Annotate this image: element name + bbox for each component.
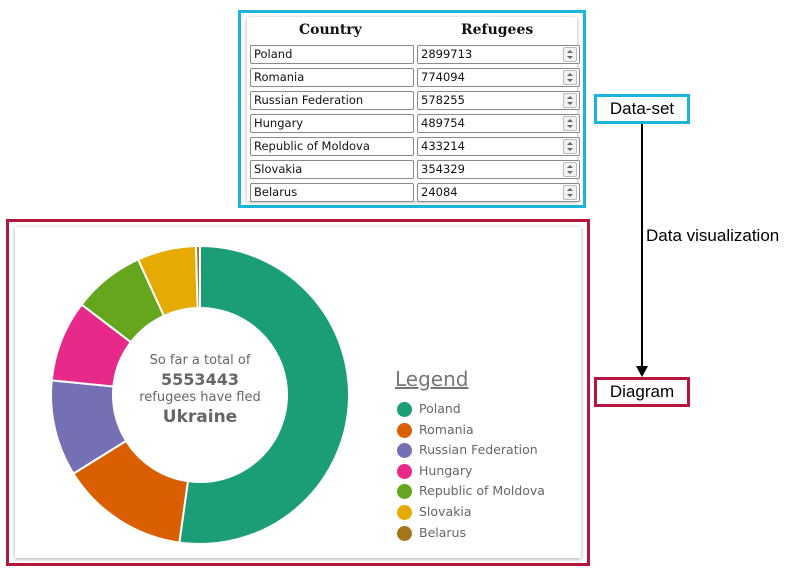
table-row: Poland 2899713	[247, 45, 580, 65]
legend-label: Russian Federation	[419, 442, 538, 458]
legend-items: Poland Romania Russian Federation Hungary Re…	[395, 399, 575, 543]
number-stepper-icon[interactable]	[563, 47, 577, 62]
center-text-line3: refugees have fled	[139, 390, 261, 405]
refugees-value: 2899713	[421, 47, 473, 61]
country-input[interactable]: Romania	[250, 68, 414, 87]
country-input[interactable]: Republic of Moldova	[250, 137, 414, 156]
number-stepper-icon[interactable]	[563, 116, 577, 131]
legend-item: Russian Federation	[395, 440, 575, 461]
legend-swatch-icon	[397, 463, 412, 479]
country-input[interactable]: Poland	[250, 45, 414, 64]
refugees-value: 24084	[421, 185, 458, 199]
refugees-value: 433214	[421, 139, 465, 153]
legend-swatch-icon	[397, 443, 412, 459]
diagram-callout-label: Diagram	[594, 377, 690, 407]
donut-center-text: So far a total of 5553443 refugees have …	[125, 353, 275, 429]
center-text-total: 5553443	[161, 370, 239, 389]
country-input[interactable]: Hungary	[250, 114, 414, 133]
donut-slice-poland	[178, 244, 350, 545]
refugees-value: 489754	[421, 116, 465, 130]
donut-chart: So far a total of 5553443 refugees have …	[15, 227, 581, 558]
legend-item: Poland	[395, 399, 575, 420]
donut-slice-belarus	[194, 244, 201, 310]
table-row: Russian Federation 578255	[247, 91, 580, 111]
legend-swatch-icon	[397, 402, 412, 417]
dataset-callout-label: Data-set	[594, 94, 690, 124]
refugees-number-input[interactable]: 2899713	[417, 45, 580, 64]
legend-label: Poland	[419, 401, 461, 416]
legend-swatch-icon	[397, 484, 412, 500]
donut-chart-svg	[50, 244, 350, 545]
legend-item: Republic of Moldova	[395, 481, 575, 502]
legend-swatch-icon	[397, 422, 412, 438]
legend-swatch-icon	[397, 525, 412, 541]
number-stepper-icon[interactable]	[563, 162, 577, 177]
refugees-number-input[interactable]: 24084	[417, 183, 580, 202]
refugees-value: 774094	[421, 70, 465, 84]
diagram-frame: So far a total of 5553443 refugees have …	[6, 219, 590, 566]
table-row: Republic of Moldova 433214	[247, 137, 580, 157]
legend-item: Belarus	[395, 523, 575, 544]
refugees-number-input[interactable]: 433214	[417, 137, 580, 156]
legend-item: Romania	[395, 420, 575, 441]
legend-label: Belarus	[419, 524, 466, 540]
arrow-icon	[636, 124, 648, 377]
legend-item: Slovakia	[395, 502, 575, 523]
refugees-value: 354329	[421, 162, 465, 176]
chart-legend: Legend Poland Romania Russian Federation Hu…	[395, 365, 575, 543]
table-row: Hungary 489754	[247, 114, 580, 134]
refugees-value: 578255	[421, 93, 465, 107]
refugees-number-input[interactable]: 354329	[417, 160, 580, 179]
table-row: Belarus 24084	[247, 183, 580, 203]
dataset-table: Country Refugees Poland 2899713 Romania 774…	[247, 17, 580, 203]
country-input[interactable]: Belarus	[250, 183, 414, 202]
legend-title: Legend	[395, 367, 469, 391]
refugees-number-input[interactable]: 578255	[417, 91, 580, 110]
number-stepper-icon[interactable]	[563, 185, 577, 200]
table-row: Romania 774094	[247, 68, 580, 88]
center-text-line1: So far a total of	[149, 353, 251, 368]
legend-label: Slovakia	[419, 503, 472, 519]
legend-item: Hungary	[395, 461, 575, 482]
legend-swatch-icon	[397, 504, 412, 520]
refugees-number-input[interactable]: 774094	[417, 68, 580, 87]
column-header-refugees: Refugees	[461, 22, 534, 38]
data-visualization-label: Data visualization	[646, 226, 780, 245]
number-stepper-icon[interactable]	[563, 70, 577, 85]
legend-label: Romania	[419, 421, 474, 437]
column-header-country: Country	[299, 22, 362, 38]
legend-label: Hungary	[419, 462, 473, 478]
legend-label: Republic of Moldova	[419, 483, 545, 499]
number-stepper-icon[interactable]	[563, 139, 577, 154]
dataset-frame: Country Refugees Poland 2899713 Romania 774…	[238, 10, 586, 208]
refugees-number-input[interactable]: 489754	[417, 114, 580, 133]
center-text-country: Ukraine	[162, 407, 238, 427]
number-stepper-icon[interactable]	[563, 93, 577, 108]
table-row: Slovakia 354329	[247, 160, 580, 180]
country-input[interactable]: Russian Federation	[250, 91, 414, 110]
country-input[interactable]: Slovakia	[250, 160, 414, 179]
